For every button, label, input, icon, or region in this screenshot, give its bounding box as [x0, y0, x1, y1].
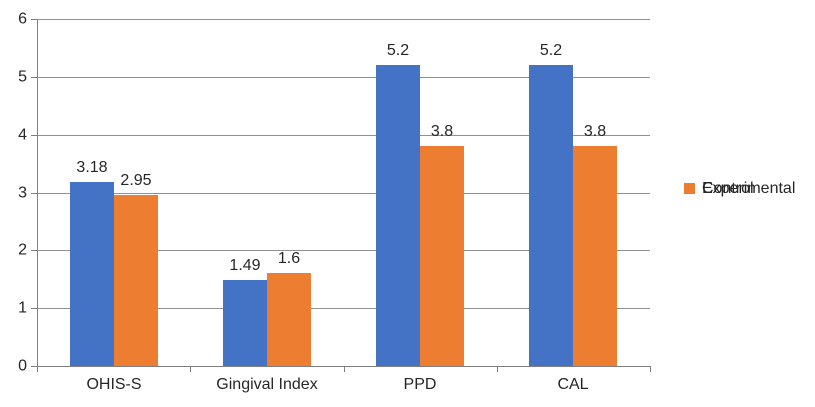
bar-control-2	[420, 146, 464, 366]
y-axis-line	[37, 19, 38, 367]
x-axis-tick	[190, 367, 191, 372]
x-axis-label: PPD	[403, 376, 437, 393]
x-axis-tick	[650, 367, 651, 372]
data-label: 2.95	[120, 172, 152, 189]
bar-experimental-3	[529, 65, 573, 366]
data-label: 3.8	[430, 123, 454, 140]
y-axis-label: 0	[18, 357, 27, 375]
gridline	[37, 193, 650, 194]
data-label: 1.6	[277, 250, 301, 267]
bar-control-3	[573, 146, 617, 366]
gridline	[37, 19, 650, 20]
data-label: 1.49	[229, 257, 261, 274]
x-axis-line	[37, 366, 651, 367]
y-axis-tick	[31, 250, 37, 251]
gridline	[37, 135, 650, 136]
legend-label-control: Control	[702, 180, 754, 197]
data-label: 3.18	[76, 159, 108, 176]
y-axis-label: 5	[18, 68, 27, 86]
bar-control-1	[267, 273, 311, 366]
x-axis-label: OHIS-S	[86, 376, 142, 393]
data-label: 3.8	[583, 123, 607, 140]
x-axis-tick	[344, 367, 345, 372]
y-axis-tick	[31, 308, 37, 309]
x-axis-label: CAL	[557, 376, 589, 393]
gridline	[37, 250, 650, 251]
legend-label-experimental: Experimental	[702, 180, 796, 197]
x-axis-tick	[497, 367, 498, 372]
y-axis-label: 1	[18, 299, 27, 317]
x-axis-label: Gingival Index	[216, 376, 318, 393]
bar-experimental-1	[223, 280, 267, 366]
gridline	[37, 308, 650, 309]
legend-entry-control: Control	[684, 179, 754, 198]
y-axis-label: 2	[18, 241, 27, 259]
y-axis-label: 6	[18, 10, 27, 28]
y-axis-tick	[31, 193, 37, 194]
gridline	[37, 77, 650, 78]
y-axis-tick	[31, 366, 37, 367]
y-axis-label: 3	[18, 184, 27, 202]
data-label: 5.2	[386, 42, 410, 59]
bar-control-0	[114, 195, 158, 366]
bar-experimental-0	[70, 182, 114, 366]
data-label: 5.2	[539, 42, 563, 59]
y-axis-tick	[31, 77, 37, 78]
y-axis-label: 4	[18, 126, 27, 144]
legend-swatch-control-icon	[684, 183, 695, 194]
y-axis-tick	[31, 19, 37, 20]
y-axis-tick	[31, 135, 37, 136]
bar-experimental-2	[376, 65, 420, 366]
x-axis-tick	[37, 367, 38, 372]
